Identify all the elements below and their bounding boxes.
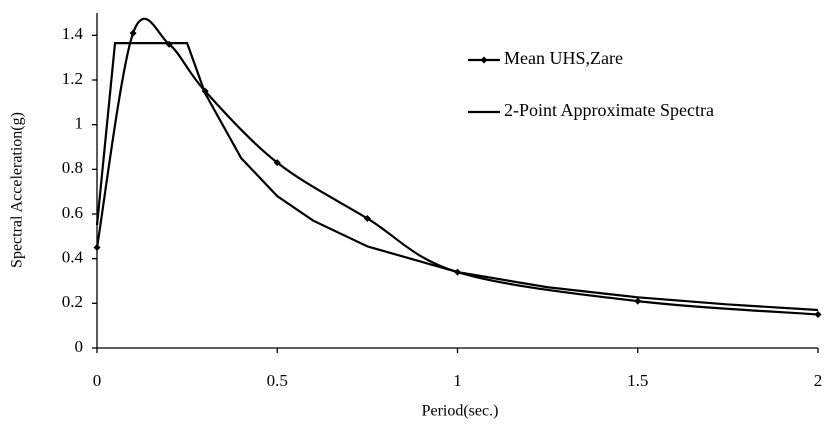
y-tick-label: 1.2 bbox=[62, 69, 83, 88]
legend-marker bbox=[480, 56, 488, 64]
x-tick-label: 1.5 bbox=[627, 371, 648, 390]
y-tick-label: 1 bbox=[75, 114, 84, 133]
y-tick-label: 0 bbox=[75, 337, 84, 356]
marker bbox=[273, 159, 281, 167]
y-tick-label: 0.2 bbox=[62, 292, 83, 311]
y-axis-label: Spectral Acceleration(g) bbox=[9, 112, 26, 268]
y-tick-label: 0.8 bbox=[62, 158, 83, 177]
marker bbox=[363, 214, 371, 222]
y-tick-label: 0.6 bbox=[62, 203, 83, 222]
marker bbox=[129, 29, 137, 37]
x-tick-label: 2 bbox=[814, 371, 823, 390]
x-tick-label: 0.5 bbox=[267, 371, 288, 390]
marker bbox=[93, 244, 101, 251]
marker bbox=[814, 311, 822, 318]
x-axis-label: Period(sec.) bbox=[422, 403, 499, 420]
legend-label: 2-Point Approximate Spectra bbox=[504, 100, 714, 120]
marker bbox=[634, 297, 642, 305]
y-tick-label: 1.4 bbox=[62, 24, 84, 43]
series-line bbox=[95, 42, 819, 312]
y-tick-label: 0.4 bbox=[62, 248, 84, 267]
x-tick-label: 1 bbox=[453, 371, 462, 390]
series-line bbox=[95, 17, 819, 316]
x-tick-label: 0 bbox=[93, 371, 102, 390]
legend-label: Mean UHS,Zare bbox=[504, 48, 623, 68]
